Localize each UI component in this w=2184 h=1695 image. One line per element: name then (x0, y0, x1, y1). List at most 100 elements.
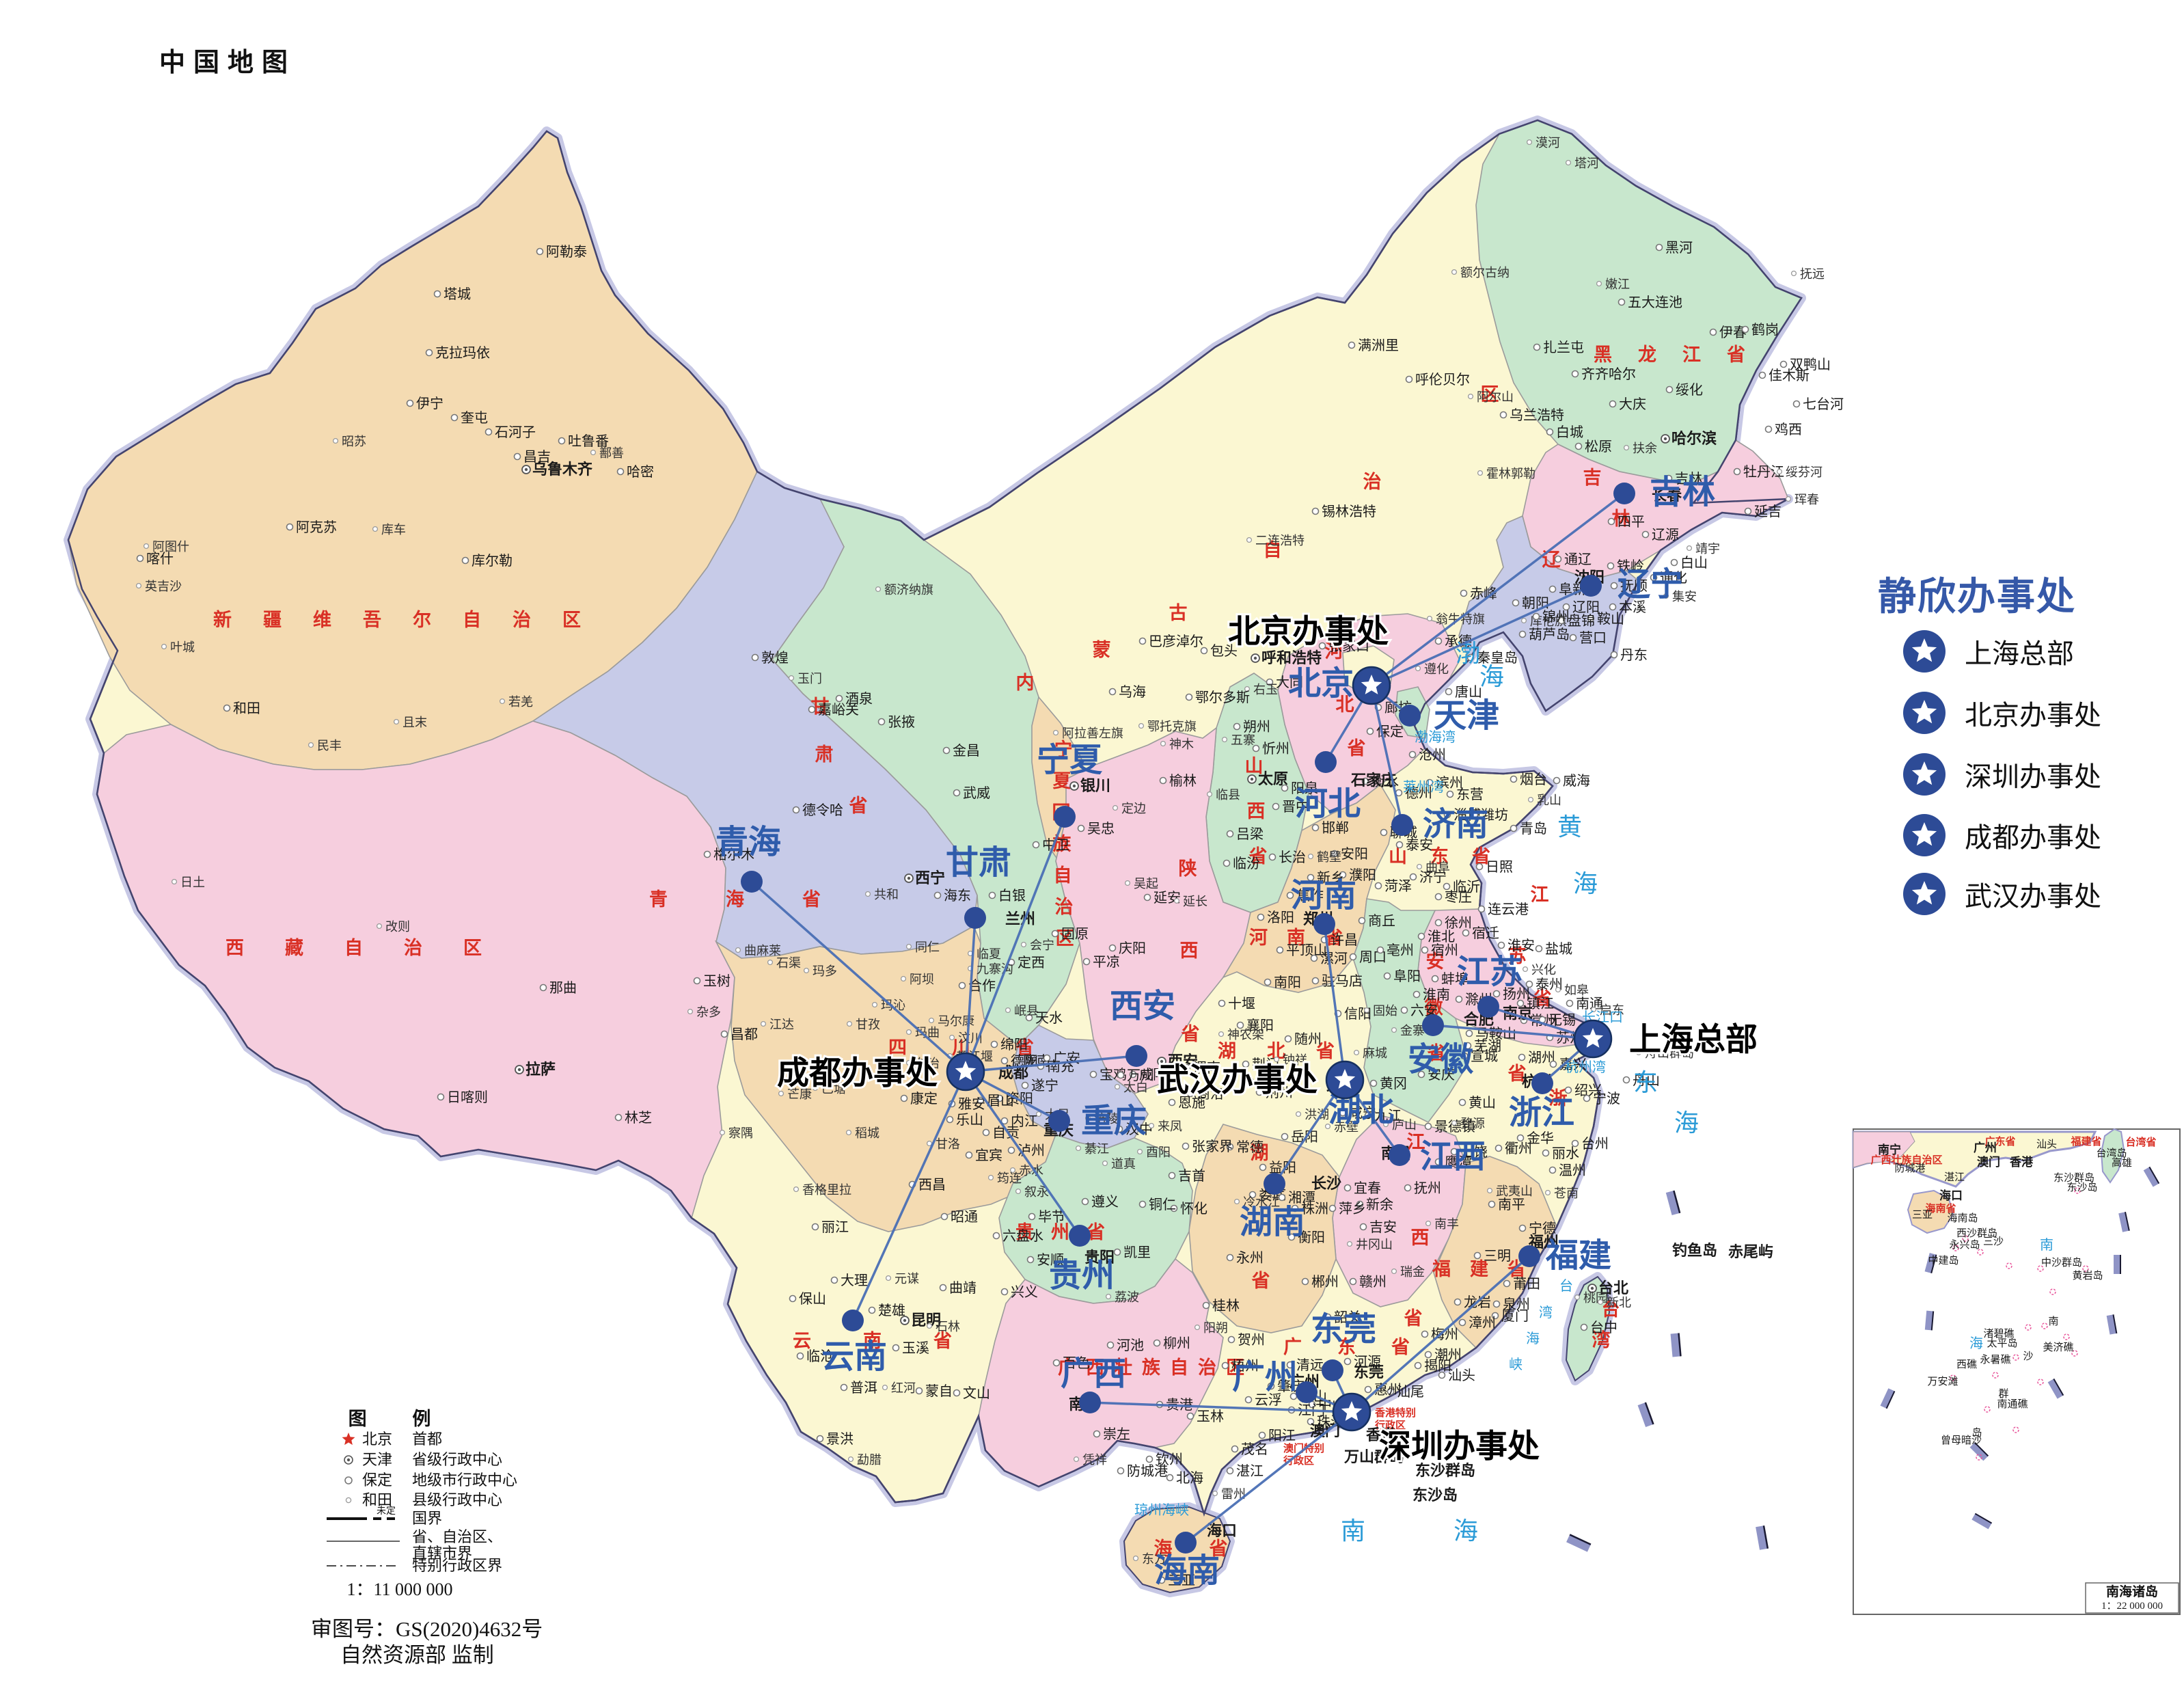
city-label: 湘潭 (1288, 1190, 1315, 1206)
city-label: 漯河 (1320, 951, 1348, 966)
province-name-red-char: 江 (1407, 1132, 1425, 1152)
inset-reef (1992, 1372, 1999, 1379)
map-legend-name: 保定 (362, 1472, 392, 1489)
city-宿迁: 宿迁 (1462, 925, 1499, 941)
city-label: 日土 (180, 876, 205, 889)
city-dot (1450, 1148, 1458, 1156)
city-喀什: 喀什 (136, 551, 174, 567)
city-label: 萍乡 (1339, 1201, 1366, 1217)
city-黄冈: 黄冈 (1369, 1076, 1407, 1091)
dash-bar-fill (2114, 1255, 2120, 1274)
city-label: 喀什 (146, 551, 174, 567)
city-锡林浩特: 锡林浩特 (1311, 504, 1376, 519)
city-label: 玉林 (1197, 1409, 1224, 1424)
map-legend-item-天津: 天津 省级行政中心 (344, 1451, 502, 1468)
county-dot (1686, 545, 1693, 552)
city-兴化: 兴化 (1522, 963, 1556, 977)
province-name-red-char: 省 (1428, 1043, 1446, 1063)
city-dot (1311, 507, 1320, 515)
city-dot (1051, 930, 1059, 938)
city-label: 白银 (998, 888, 1026, 904)
city-label: 随州 (1294, 1031, 1322, 1047)
dash-bar-edge (1678, 1333, 1682, 1357)
city-张家界: 张家界 (1182, 1139, 1233, 1154)
sea-label: 南 (1341, 1517, 1365, 1545)
city-昭苏: 昭苏 (332, 435, 366, 448)
city-dot (1564, 1086, 1572, 1094)
city-dot (1525, 980, 1533, 988)
city-dot (1492, 990, 1501, 998)
city-label: 威海 (1563, 773, 1590, 789)
province-name-red: 广东省 (1283, 1336, 1445, 1357)
county-dot (948, 1034, 955, 1041)
city-label: 常德 (1236, 1139, 1264, 1155)
inset-reef (2012, 1426, 2019, 1433)
county-dot (1520, 617, 1527, 624)
county-dot (1015, 1188, 1022, 1195)
city-label: 汉中 (1125, 1122, 1153, 1137)
province-blue-label: 海南 (1154, 1553, 1220, 1589)
city-商洛: 商洛 (1186, 1086, 1224, 1102)
city-dot (1607, 517, 1615, 526)
city-dot (1532, 612, 1540, 621)
inset-reef (2049, 1288, 2056, 1295)
county-dot (1477, 470, 1484, 476)
city-label: 玛曲 (915, 1026, 940, 1040)
city-label: 舟山 (1633, 1072, 1660, 1088)
city-label: 新乡 (1317, 870, 1344, 886)
province-blue-label: 河南 (1291, 878, 1356, 914)
province-marker-福建: 福建 (1518, 1238, 1611, 1274)
dash-bar-edge (2125, 1212, 2130, 1231)
city-宜春: 宜春 (1343, 1180, 1381, 1196)
city-label: 张掖 (888, 714, 915, 730)
city-dot (988, 891, 996, 899)
province-name-red-char: 安 (1426, 951, 1445, 972)
inset-label-台湾省: 台湾省 (2125, 1136, 2156, 1148)
county-dot (1075, 1145, 1082, 1152)
city-兴义: 兴义 (1000, 1284, 1038, 1300)
city-五寨: 五寨 (1221, 733, 1255, 747)
city-label: 固始 (1373, 1004, 1397, 1018)
offices-legend-item-label: 北京办事处 (1965, 701, 2101, 731)
county-dot (1451, 269, 1458, 275)
city-dot (1324, 1313, 1332, 1321)
city-dot (1510, 824, 1518, 832)
connection-chengdu-青海 (750, 880, 967, 1073)
county-dot (1114, 1083, 1121, 1090)
city-梧州: 梧州 (1221, 1358, 1259, 1374)
city-dot (1159, 776, 1167, 785)
city-宁波: 宁波 (1583, 1091, 1620, 1107)
city-label: 武威 (963, 785, 990, 801)
dash-bar-fill (1880, 1388, 1895, 1409)
province-marker-海南: 海南 (1154, 1532, 1220, 1589)
city-婺源: 婺源 (1451, 1117, 1485, 1130)
city-通辽: 通辽 (1554, 552, 1592, 567)
city-label: 阿勒泰 (546, 244, 587, 260)
dash-bar-edge (1930, 1254, 1937, 1274)
city-label: 麻城 (1363, 1046, 1387, 1060)
inset-label-西沙群岛: 西沙群岛 (1956, 1228, 1997, 1239)
city-label: 甘孜 (856, 1018, 880, 1031)
city-dot (1227, 1335, 1236, 1344)
city-通化: 通化 (1650, 570, 1687, 586)
inset-caption: 南海诸岛 (2106, 1584, 2158, 1599)
city-label: 湛江 (1236, 1463, 1264, 1479)
inset-label-岛: 岛 (1971, 1427, 1982, 1439)
city-label: 曲阜 (1425, 860, 1450, 874)
city-鞍山: 鞍山 (1587, 611, 1624, 627)
office-star-icon (1334, 1069, 1356, 1089)
city-dot (1665, 385, 1674, 394)
inset-label-太平岛: 太平岛 (1987, 1338, 2017, 1349)
city-label: 宿迁 (1472, 925, 1499, 941)
city-label: 巴塘 (821, 1082, 846, 1096)
city-dot (1497, 941, 1505, 949)
page-title: 中国地图 (159, 49, 297, 77)
inset-label-广州: 广州 (1974, 1141, 1997, 1154)
city-保山: 保山 (789, 1291, 826, 1307)
city-dot (1000, 1057, 1009, 1065)
inset-label-三沙: 三沙 (1983, 1236, 2004, 1247)
boundary-dash-bar (1637, 1402, 1654, 1428)
city-齐齐哈尔: 齐齐哈尔 (1571, 366, 1636, 382)
province-dot (1048, 1110, 1070, 1132)
city-dot (1443, 882, 1451, 891)
